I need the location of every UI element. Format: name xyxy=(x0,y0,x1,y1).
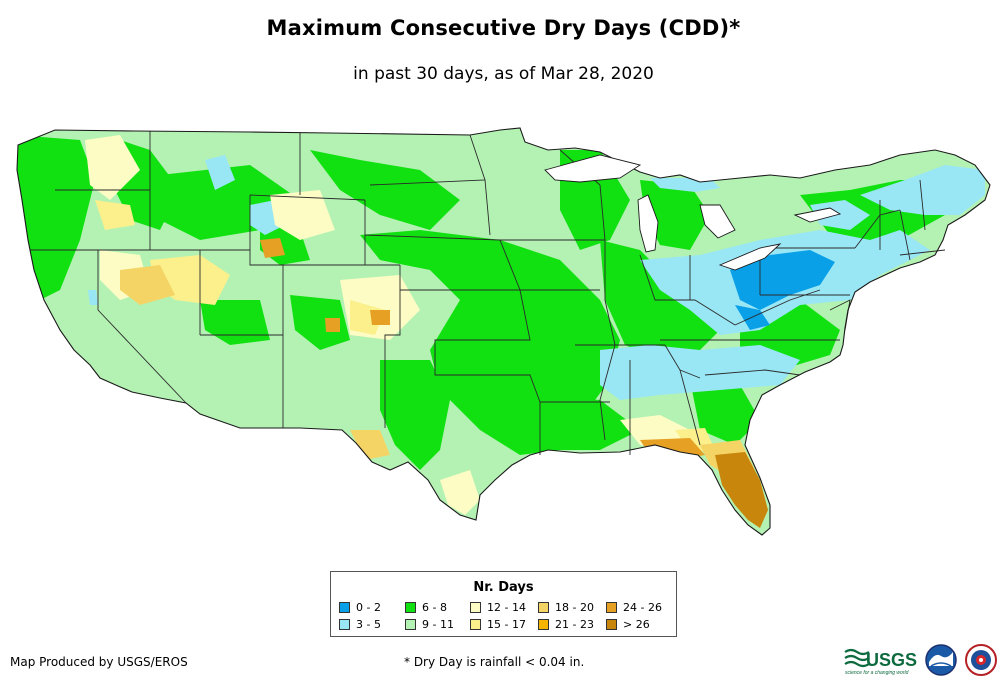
legend-swatch xyxy=(538,602,549,613)
lake-superior xyxy=(544,154,642,183)
usgs-tagline: science for a changing world xyxy=(845,670,909,676)
legend-label: 9 - 11 xyxy=(422,618,454,631)
state-boundaries xyxy=(30,131,946,455)
map-credit: Map Produced by USGS/EROS xyxy=(10,655,188,669)
legend-label: 18 - 20 xyxy=(555,601,594,614)
great-lakes xyxy=(544,154,842,271)
legend-swatch xyxy=(405,619,416,630)
legend-swatch xyxy=(606,602,617,613)
legend-panel: Nr. Days 0 - 2 3 - 5 6 - 8 9 - 11 12 - 14 15 … xyxy=(330,571,677,637)
legend-label: 12 - 14 xyxy=(487,601,526,614)
map-subtitle: in past 30 days, as of Mar 28, 2020 xyxy=(353,64,654,84)
legend-item: 0 - 2 xyxy=(339,601,381,615)
agency-logos: USGS science for a changing world xyxy=(844,644,997,676)
cdd-zones xyxy=(17,135,985,528)
legend-item: 6 - 8 xyxy=(405,601,447,615)
legend-label: 3 - 5 xyxy=(356,618,381,631)
nws-logo-icon xyxy=(965,644,997,676)
legend-item: 3 - 5 xyxy=(339,618,381,632)
legend-label: > 26 xyxy=(623,618,650,631)
lake-michigan xyxy=(637,194,659,253)
legend-item: 15 - 17 xyxy=(470,618,526,632)
legend-label: 21 - 23 xyxy=(555,618,594,631)
legend-title: Nr. Days xyxy=(473,580,534,595)
zone-gt-26 xyxy=(715,452,768,528)
legend-swatch xyxy=(405,602,416,613)
legend-swatch xyxy=(470,602,481,613)
legend-label: 0 - 2 xyxy=(356,601,381,614)
legend-label: 24 - 26 xyxy=(623,601,662,614)
lake-ontario xyxy=(793,207,842,223)
legend-item: 21 - 23 xyxy=(538,618,594,632)
dry-day-footnote: * Dry Day is rainfall < 0.04 in. xyxy=(404,655,585,669)
legend-item: 9 - 11 xyxy=(405,618,454,632)
legend-item: 24 - 26 xyxy=(606,601,662,615)
legend-label: 6 - 8 xyxy=(422,601,447,614)
lake-huron xyxy=(699,204,736,239)
legend-label: 15 - 17 xyxy=(487,618,526,631)
map-title: Maximum Consecutive Dry Days (CDD)* xyxy=(266,16,741,40)
legend-swatch xyxy=(339,619,350,630)
legend-item: 18 - 20 xyxy=(538,601,594,615)
legend-swatch xyxy=(470,619,481,630)
usgs-logo-text: USGS xyxy=(866,650,917,670)
legend-swatch xyxy=(339,602,350,613)
legend-swatch xyxy=(606,619,617,630)
noaa-logo-icon xyxy=(925,644,957,676)
zone-6-8 xyxy=(17,135,950,470)
legend-item: > 26 xyxy=(606,618,650,632)
usgs-logo: USGS science for a changing world xyxy=(844,648,917,676)
lake-erie xyxy=(718,243,782,271)
legend-swatch xyxy=(538,619,549,630)
legend-item: 12 - 14 xyxy=(470,601,526,615)
